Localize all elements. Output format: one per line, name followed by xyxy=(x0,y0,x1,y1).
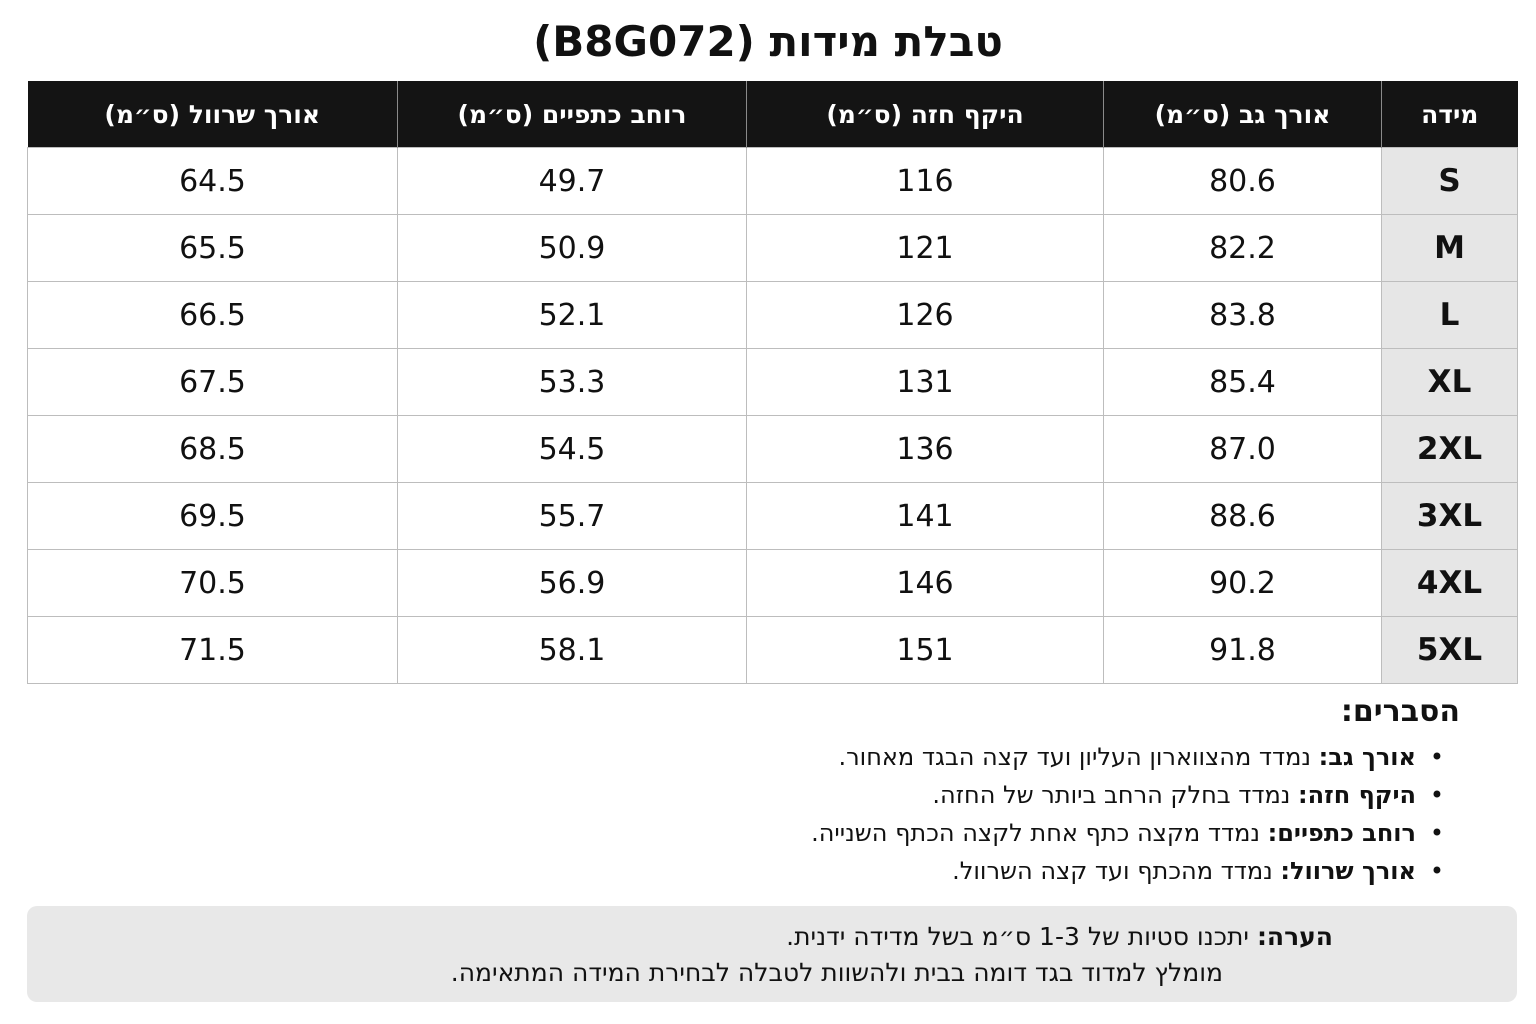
note-line-2: מומלץ למדוד בגד דומה בבית ולהשוות לטבלה … xyxy=(450,958,1223,987)
page-title: טבלת מידות (B8G072) xyxy=(533,17,1003,66)
shoulder-width-cell: 52.1 xyxy=(397,281,747,349)
list-item: • רוחב כתפיים: נמדד מקצה כתף אחת לקצה הכת… xyxy=(560,814,1444,852)
bullet-icon: • xyxy=(1429,743,1444,771)
explanations-list: • אורך גב: נמדד מהצווארון העליון ועד קצה … xyxy=(560,738,1460,890)
sleeve-length-cell: 66.5 xyxy=(27,281,398,349)
header-sleeve-length: אורך שרוול (ס״מ) xyxy=(27,81,398,148)
table-row: L 83.8 126 52.1 66.5 xyxy=(27,281,1518,349)
table-row: S 80.6 116 49.7 64.5 xyxy=(27,147,1518,215)
sleeve-length-cell: 64.5 xyxy=(27,147,398,215)
sleeve-length-cell: 67.5 xyxy=(27,348,398,416)
shoulder-width-cell: 54.5 xyxy=(397,415,747,483)
chest-cell: 116 xyxy=(746,147,1104,215)
table-row: 2XL 87.0 136 54.5 68.5 xyxy=(27,415,1518,483)
explanation-term: רוחב כתפיים: xyxy=(1267,819,1416,847)
size-cell: L xyxy=(1381,281,1518,349)
back-length-cell: 87.0 xyxy=(1103,415,1382,483)
header-shoulder-width: רוחב כתפיים (ס״מ) xyxy=(397,81,747,148)
table-row: XL 85.4 131 53.3 67.5 xyxy=(27,348,1518,416)
back-length-cell: 88.6 xyxy=(1103,482,1382,550)
table-row: M 82.2 121 50.9 65.5 xyxy=(27,214,1518,282)
bullet-icon: • xyxy=(1429,781,1444,809)
explanation-term: היקף חזה: xyxy=(1298,781,1416,809)
back-length-cell: 80.6 xyxy=(1103,147,1382,215)
header-back-length: אורך גב (ס״מ) xyxy=(1103,81,1382,148)
explanations-heading: הסברים: xyxy=(1340,694,1460,729)
note-label: הערה: xyxy=(1256,922,1333,951)
size-cell: M xyxy=(1381,214,1518,282)
sleeve-length-cell: 69.5 xyxy=(27,482,398,550)
chest-cell: 141 xyxy=(746,482,1104,550)
shoulder-width-cell: 50.9 xyxy=(397,214,747,282)
shoulder-width-cell: 53.3 xyxy=(397,348,747,416)
size-cell: S xyxy=(1381,147,1518,215)
size-cell: 2XL xyxy=(1381,415,1518,483)
table-header-row: מידה אורך גב (ס״מ) היקף חזה (ס״מ) רוחב כ… xyxy=(27,81,1518,148)
note-box: הערה: יתכנו סטיות של 1-3 ס״מ בשל מדידה י… xyxy=(27,906,1517,1002)
explanation-text: נמדד בחלק הרחב ביותר של החזה. xyxy=(932,781,1299,809)
explanation-term: אורך גב: xyxy=(1318,743,1416,771)
note-line-1: הערה: יתכנו סטיות של 1-3 ס״מ בשל מדידה י… xyxy=(786,920,1333,954)
explanation-text: נמדד מהכתף ועד קצה השרוול. xyxy=(952,857,1281,885)
back-length-cell: 91.8 xyxy=(1103,616,1382,684)
chest-cell: 136 xyxy=(746,415,1104,483)
shoulder-width-cell: 55.7 xyxy=(397,482,747,550)
chest-cell: 146 xyxy=(746,549,1104,617)
list-item: • אורך שרוול: נמדד מהכתף ועד קצה השרוול. xyxy=(560,852,1444,890)
explanation-text: נמדד מקצה כתף אחת לקצה הכתף השנייה. xyxy=(811,819,1268,847)
explanations-section: הסברים: • אורך גב: נמדד מהצווארון העליון … xyxy=(560,692,1460,890)
shoulder-width-cell: 58.1 xyxy=(397,616,747,684)
back-length-cell: 85.4 xyxy=(1103,348,1382,416)
bullet-icon: • xyxy=(1429,857,1444,885)
sleeve-length-cell: 70.5 xyxy=(27,549,398,617)
table-row: 4XL 90.2 146 56.9 70.5 xyxy=(27,549,1518,617)
back-length-cell: 83.8 xyxy=(1103,281,1382,349)
header-size: מידה xyxy=(1381,81,1518,148)
chest-cell: 121 xyxy=(746,214,1104,282)
back-length-cell: 82.2 xyxy=(1103,214,1382,282)
shoulder-width-cell: 49.7 xyxy=(397,147,747,215)
size-cell: 4XL xyxy=(1381,549,1518,617)
chest-cell: 151 xyxy=(746,616,1104,684)
shoulder-width-cell: 56.9 xyxy=(397,549,747,617)
size-cell: XL xyxy=(1381,348,1518,416)
list-item: • אורך גב: נמדד מהצווארון העליון ועד קצה … xyxy=(560,738,1444,776)
note-text-1: יתכנו סטיות של 1-3 ס״מ בשל מדידה ידנית. xyxy=(786,922,1257,951)
table-row: 3XL 88.6 141 55.7 69.5 xyxy=(27,482,1518,550)
sleeve-length-cell: 68.5 xyxy=(27,415,398,483)
table-row: 5XL 91.8 151 58.1 71.5 xyxy=(27,616,1518,684)
back-length-cell: 90.2 xyxy=(1103,549,1382,617)
size-cell: 3XL xyxy=(1381,482,1518,550)
explanation-text: נמדד מהצווארון העליון ועד קצה הבגד מאחור… xyxy=(838,743,1319,771)
size-table: מידה אורך גב (ס״מ) היקף חזה (ס״מ) רוחב כ… xyxy=(27,81,1518,684)
explanation-term: אורך שרוול: xyxy=(1280,857,1416,885)
chest-cell: 126 xyxy=(746,281,1104,349)
header-chest: היקף חזה (ס״מ) xyxy=(746,81,1104,148)
bullet-icon: • xyxy=(1429,819,1444,847)
sleeve-length-cell: 65.5 xyxy=(27,214,398,282)
size-cell: 5XL xyxy=(1381,616,1518,684)
sleeve-length-cell: 71.5 xyxy=(27,616,398,684)
list-item: • היקף חזה: נמדד בחלק הרחב ביותר של החזה. xyxy=(560,776,1444,814)
chest-cell: 131 xyxy=(746,348,1104,416)
